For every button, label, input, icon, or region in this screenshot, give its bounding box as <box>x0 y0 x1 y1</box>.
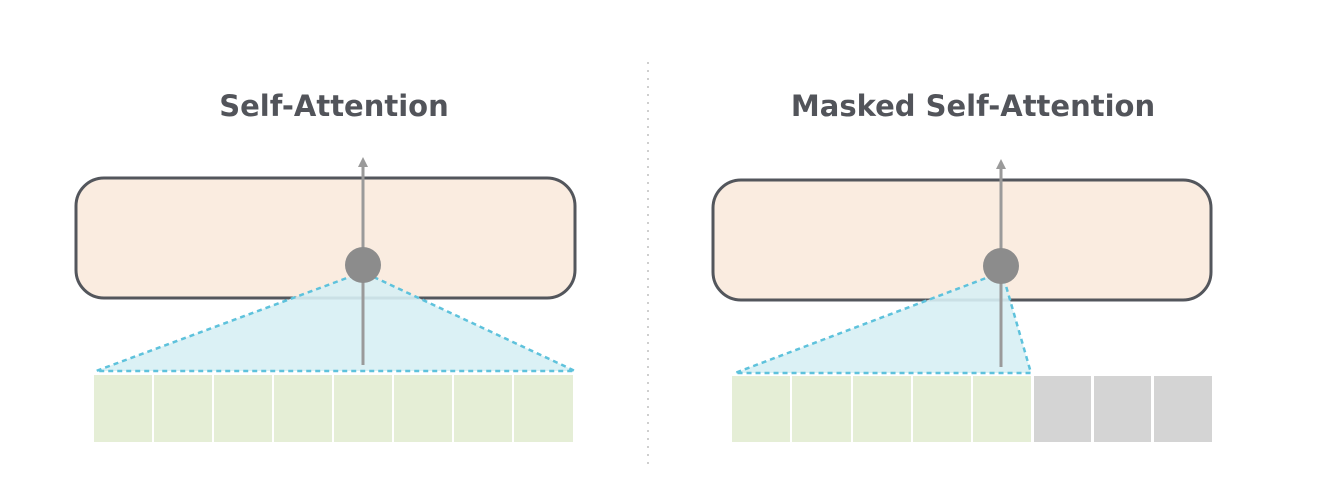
panel-title: Self-Attention <box>219 89 449 123</box>
attention-span <box>95 270 576 373</box>
token-row <box>732 376 1212 442</box>
self-attention-panel: Self-Attention <box>74 89 577 442</box>
token-row <box>94 375 573 442</box>
token-cell <box>792 376 851 442</box>
masked-self-attention-panel: Masked Self-Attention <box>711 89 1213 442</box>
token-cell <box>214 375 272 442</box>
attention-span <box>734 270 1033 375</box>
token-cell <box>274 375 332 442</box>
masked-token-cell <box>1034 376 1091 442</box>
masked-token-cell <box>1094 376 1151 442</box>
token-cell <box>913 376 971 442</box>
token-cell <box>334 375 392 442</box>
token-cell <box>732 376 790 442</box>
attention-block <box>711 178 1213 302</box>
token-cell <box>154 375 212 442</box>
attention-block <box>74 176 577 300</box>
masked-token-cell <box>1154 376 1212 442</box>
token-cell <box>394 375 452 442</box>
attention-node <box>983 248 1019 284</box>
panel-title: Masked Self-Attention <box>791 89 1155 123</box>
token-cell <box>94 375 152 442</box>
token-cell <box>853 376 911 442</box>
token-cell <box>973 376 1031 442</box>
token-cell <box>454 375 512 442</box>
token-cell <box>514 375 573 442</box>
attention-node <box>345 247 381 283</box>
